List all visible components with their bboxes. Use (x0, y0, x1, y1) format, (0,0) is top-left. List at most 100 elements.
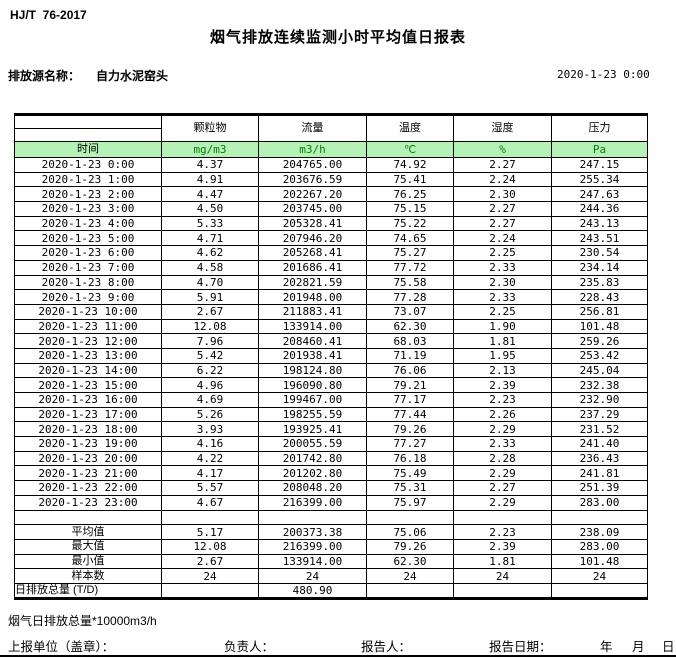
temperature-value-cell: 77.17 (366, 392, 454, 408)
summary-label-cell: 最大值 (14, 538, 162, 555)
flow-value-cell: 207946.20 (258, 230, 367, 247)
table-row: 2020-1-23 21:00 4.17 201202.80 75.49 2.2… (14, 465, 648, 482)
temperature-value-cell: 75.58 (366, 274, 454, 291)
summary-temperature-cell: 24 (366, 568, 454, 584)
pm-value-cell: 4.17 (161, 465, 259, 482)
pm-value-cell: 6.22 (161, 362, 259, 379)
summary-humidity-cell (453, 582, 552, 599)
table-row: 2020-1-23 12:00 7.96 208460.41 68.03 1.8… (14, 333, 648, 349)
pressure-value-cell: 234.14 (551, 259, 648, 276)
flow-value-cell: 200055.59 (258, 436, 367, 452)
humidity-value-cell: 1.95 (453, 347, 552, 364)
temperature-value-cell (366, 509, 454, 526)
responsible-person-label: 负责人： (224, 640, 275, 654)
summary-pm-cell: 2.67 (161, 553, 259, 570)
pm-value-cell: 12.08 (161, 318, 259, 335)
temperature-value-cell: 77.28 (366, 289, 454, 305)
summary-humidity-cell: 2.39 (453, 538, 552, 555)
table-row: 2020-1-23 3:00 4.50 203745.00 75.15 2.27… (14, 201, 648, 217)
humidity-value-cell: 2.25 (453, 245, 552, 261)
pressure-value-cell: 256.81 (551, 303, 648, 320)
summary-temperature-cell: 75.06 (366, 524, 454, 540)
table-row: 2020-1-23 9:00 5.91 201948.00 77.28 2.33… (14, 289, 648, 305)
summary-pm-cell (161, 582, 259, 599)
page-title: 烟气排放连续监测小时平均值日报表 (209, 29, 466, 46)
unit-pm: mg/m3 (161, 141, 259, 158)
pm-value-cell: 4.37 (161, 157, 259, 173)
summary-flow-cell: 480.90 (258, 582, 367, 599)
reporter-label: 报告人： (361, 640, 412, 654)
table-row: 2020-1-23 7:00 4.58 201686.41 77.72 2.33… (14, 259, 648, 276)
humidity-value-cell: 2.30 (453, 274, 552, 291)
flow-value-cell: 203745.00 (258, 201, 367, 217)
pressure-value-cell: 231.52 (551, 421, 648, 438)
humidity-value-cell: 2.23 (453, 392, 552, 408)
summary-row: 平均值 5.17 200373.38 75.06 2.23 238.09 (14, 524, 648, 540)
time-cell: 2020-1-23 16:00 (14, 392, 162, 408)
flow-value-cell: 201202.80 (258, 465, 367, 482)
time-cell: 2020-1-23 1:00 (14, 171, 162, 188)
pressure-value-cell: 232.38 (551, 377, 648, 393)
flow-value-cell: 201686.41 (258, 259, 367, 276)
units-row: 时间 mg/m3 m3/h ℃ % Pa (14, 141, 648, 158)
time-cell: 2020-1-23 4:00 (14, 215, 162, 232)
time-cell: 2020-1-23 13:00 (14, 347, 162, 364)
time-cell: 2020-1-23 20:00 (14, 450, 162, 467)
humidity-value-cell: 2.30 (453, 186, 552, 203)
summary-row: 最小值 2.67 133914.00 62.30 1.81 101.48 (14, 553, 648, 570)
pressure-value-cell: 243.13 (551, 215, 648, 232)
humidity-value-cell: 2.33 (453, 436, 552, 452)
summary-pm-cell: 5.17 (161, 524, 259, 540)
pressure-value-cell: 241.81 (551, 465, 648, 482)
time-cell: 2020-1-23 17:00 (14, 406, 162, 423)
temperature-value-cell: 74.92 (366, 157, 454, 173)
pm-value-cell: 4.58 (161, 259, 259, 276)
summary-pm-cell: 24 (161, 568, 259, 584)
pm-value-cell: 5.33 (161, 215, 259, 232)
humidity-value-cell: 2.33 (453, 289, 552, 305)
temperature-value-cell: 75.15 (366, 201, 454, 217)
table-row: 2020-1-23 11:00 12.08 133914.00 62.30 1.… (14, 318, 648, 335)
year-label: 年 (600, 640, 613, 654)
temperature-value-cell: 76.18 (366, 450, 454, 467)
time-cell: 2020-1-23 22:00 (14, 480, 162, 496)
flow-value-cell: 193925.41 (258, 421, 367, 438)
table-row: 2020-1-23 1:00 4.91 203676.59 75.41 2.24… (14, 171, 648, 188)
table-row: 2020-1-23 6:00 4.62 205268.41 75.27 2.25… (14, 245, 648, 261)
temperature-value-cell: 74.65 (366, 230, 454, 247)
pressure-value-cell: 259.26 (551, 333, 648, 349)
flow-value-cell: 205268.41 (258, 245, 367, 261)
pressure-value-cell: 241.40 (551, 436, 648, 452)
pm-value-cell: 5.57 (161, 480, 259, 496)
time-cell: 2020-1-23 9:00 (14, 289, 162, 305)
table-row: 2020-1-23 17:00 5.26 198255.59 77.44 2.2… (14, 406, 648, 423)
temperature-value-cell: 75.31 (366, 480, 454, 496)
summary-humidity-cell: 24 (453, 568, 552, 584)
month-label: 月 (632, 640, 645, 654)
pressure-value-cell: 101.48 (551, 318, 648, 335)
table-row: 2020-1-23 2:00 4.47 202267.20 76.25 2.30… (14, 186, 648, 203)
summary-label-cell: 最小值 (14, 553, 162, 570)
pm-value-cell: 4.70 (161, 274, 259, 291)
temperature-value-cell: 68.03 (366, 333, 454, 349)
temperature-value-cell: 79.21 (366, 377, 454, 393)
flow-value-cell: 201938.41 (258, 347, 367, 364)
humidity-value-cell: 2.33 (453, 259, 552, 276)
table-row: 2020-1-23 14:00 6.22 198124.80 76.06 2.1… (14, 362, 648, 379)
temperature-value-cell: 71.19 (366, 347, 454, 364)
table-row: 2020-1-23 13:00 5.42 201938.41 71.19 1.9… (14, 347, 648, 364)
table-row: 2020-1-23 0:00 4.37 204765.00 74.92 2.27… (14, 157, 648, 173)
humidity-value-cell: 2.25 (453, 303, 552, 320)
time-header-mid-cell (14, 127, 162, 142)
pressure-value-cell: 244.36 (551, 201, 648, 217)
unit-flow: m3/h (258, 141, 367, 158)
humidity-value-cell: 2.39 (453, 377, 552, 393)
unit-pressure: Pa (551, 141, 648, 158)
separator-row (14, 509, 648, 526)
flow-value-cell: 204765.00 (258, 157, 367, 173)
pm-value-cell: 5.26 (161, 406, 259, 423)
table-body: 2020-1-23 0:00 4.37 204765.00 74.92 2.27… (14, 157, 648, 599)
table-row: 2020-1-23 15:00 4.96 196090.80 79.21 2.3… (14, 377, 648, 393)
column-header-humidity: 湿度 (453, 114, 552, 142)
flow-value-cell: 208460.41 (258, 333, 367, 349)
